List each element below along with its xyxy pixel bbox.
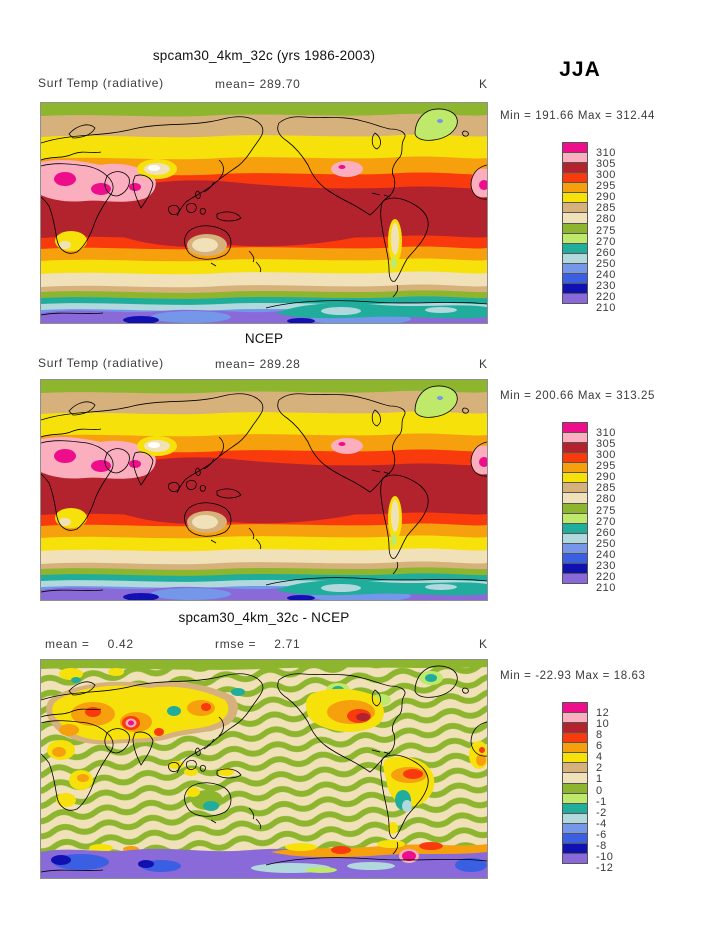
colorbar-level-label: 300 <box>596 169 616 182</box>
min-label: Min = <box>500 670 532 682</box>
colorbar-level-label: 290 <box>596 191 616 204</box>
colorbar-level-label: 240 <box>596 548 616 561</box>
surface-temp-map-model <box>41 103 487 323</box>
colorbar-level-label: 310 <box>596 427 616 440</box>
mean-label: mean = <box>45 637 90 651</box>
min-value: 200.66 <box>535 390 575 402</box>
panel1-unit: K <box>478 77 487 91</box>
rmse-value: 2.71 <box>274 637 301 651</box>
panel1-variable-label: Surf Temp (radiative) <box>38 76 164 90</box>
map-panel-3 <box>40 659 488 879</box>
colorbar-panel-2 <box>562 422 588 584</box>
colorbar-level-label: 230 <box>596 559 616 572</box>
colorbar-level-label: 210 <box>596 581 616 594</box>
mean-value: 289.70 <box>259 77 301 91</box>
colorbar-level-label: 210 <box>596 301 616 314</box>
max-label: Max = <box>575 670 610 682</box>
colorbar-level-label: 270 <box>596 235 616 248</box>
colorbar-level-label: 220 <box>596 570 616 583</box>
colorbar-level-label: 230 <box>596 279 616 292</box>
colorbar-level-label: 250 <box>596 257 616 270</box>
colorbar-level-label: 275 <box>596 224 616 237</box>
min-value: 191.66 <box>535 110 575 122</box>
colorbar-level-label: 300 <box>596 449 616 462</box>
panel2-variable-label: Surf Temp (radiative) <box>38 356 164 370</box>
colorbar-level-label: 0 <box>596 784 603 797</box>
colorbar-swatch <box>562 852 588 864</box>
colorbar-level-label: 6 <box>596 740 603 753</box>
panel1-minmax: Min = 191.66 Max = 312.44 <box>500 110 710 122</box>
map-panel-2 <box>40 379 488 601</box>
colorbar-level-label: 260 <box>596 526 616 539</box>
colorbar-panel-1 <box>562 142 588 304</box>
colorbar-level-label: -2 <box>596 806 607 819</box>
panel3-unit: K <box>478 637 487 651</box>
colorbar-level-label: 260 <box>596 246 616 259</box>
colorbar-level-label: 220 <box>596 290 616 303</box>
panel3-title: spcam30_4km_32c - NCEP <box>178 610 350 625</box>
colorbar-level-label: -10 <box>596 850 614 863</box>
map-panel-1 <box>40 102 488 324</box>
mean-label: mean= <box>215 77 256 91</box>
colorbar-labels-panel-1: 310 305 300 295 290 285 280 275 270 260 250 240 230 2… <box>596 142 636 319</box>
colorbar-level-label: 275 <box>596 504 616 517</box>
colorbar-level-label: 2 <box>596 762 603 775</box>
colorbar-level-label: 285 <box>596 202 616 215</box>
surface-temp-map-ncep <box>41 380 487 600</box>
colorbar-level-label: 8 <box>596 729 603 742</box>
panel3-mean: mean = 0.42 <box>45 637 134 651</box>
panel1-title: spcam30_4km_32c (yrs 1986-2003) <box>152 48 376 63</box>
panel3-minmax: Min = -22.93 Max = 18.63 <box>500 670 710 682</box>
colorbar-level-label: -6 <box>596 828 607 841</box>
min-label: Min = <box>500 110 532 122</box>
panel2-minmax: Min = 200.66 Max = 313.25 <box>500 390 710 402</box>
colorbar-level-label: 4 <box>596 751 603 764</box>
colorbar-swatch <box>562 292 588 304</box>
max-value: 18.63 <box>613 670 646 682</box>
panel2-title: NCEP <box>244 331 284 346</box>
colorbar-labels-panel-2: 310 305 300 295 290 285 280 275 270 260 250 240 230 2… <box>596 422 636 599</box>
colorbar-level-label: 305 <box>596 158 616 171</box>
mean-label: mean= <box>215 357 256 371</box>
colorbar-swatch <box>562 572 588 584</box>
max-value: 313.25 <box>616 390 656 402</box>
colorbar-level-label: 280 <box>596 213 616 226</box>
colorbar-level-label: 290 <box>596 471 616 484</box>
min-value: -22.93 <box>535 670 572 682</box>
panel2-unit: K <box>478 357 487 371</box>
max-label: Max = <box>577 390 613 402</box>
mean-value: 289.28 <box>259 357 301 371</box>
colorbar-panel-3 <box>562 702 588 864</box>
colorbar-level-label: 250 <box>596 537 616 550</box>
panel3-rmse: rmse = 2.71 <box>215 637 300 651</box>
colorbar-level-label: 10 <box>596 718 610 731</box>
colorbar-level-label: 295 <box>596 460 616 473</box>
panel1-mean: mean= 289.70 <box>215 77 300 91</box>
rmse-label: rmse = <box>215 637 257 651</box>
colorbar-level-label: 240 <box>596 268 616 281</box>
panel2-mean: mean= 289.28 <box>215 357 300 371</box>
min-label: Min = <box>500 390 532 402</box>
colorbar-labels-panel-3: 12 10 8 6 4 2 1 0 -1 -2 -4 -6 -8 -10 -12 <box>596 702 636 879</box>
colorbar-level-label: -4 <box>596 817 607 830</box>
mean-value: 0.42 <box>107 637 134 651</box>
max-value: 312.44 <box>616 110 656 122</box>
difference-map <box>41 660 487 878</box>
season-label: JJA <box>559 58 601 81</box>
colorbar-level-label: 280 <box>596 493 616 506</box>
colorbar-level-label: 285 <box>596 482 616 495</box>
colorbar-level-label: -8 <box>596 839 607 852</box>
colorbar-level-label: 270 <box>596 515 616 528</box>
max-label: Max = <box>577 110 613 122</box>
colorbar-level-label: 295 <box>596 180 616 193</box>
colorbar-level-label: -1 <box>596 795 607 808</box>
colorbar-level-label: 305 <box>596 438 616 451</box>
colorbar-level-label: 310 <box>596 147 616 160</box>
colorbar-level-label: 12 <box>596 707 610 720</box>
colorbar-level-label: -12 <box>596 861 614 874</box>
colorbar-level-label: 1 <box>596 773 603 786</box>
